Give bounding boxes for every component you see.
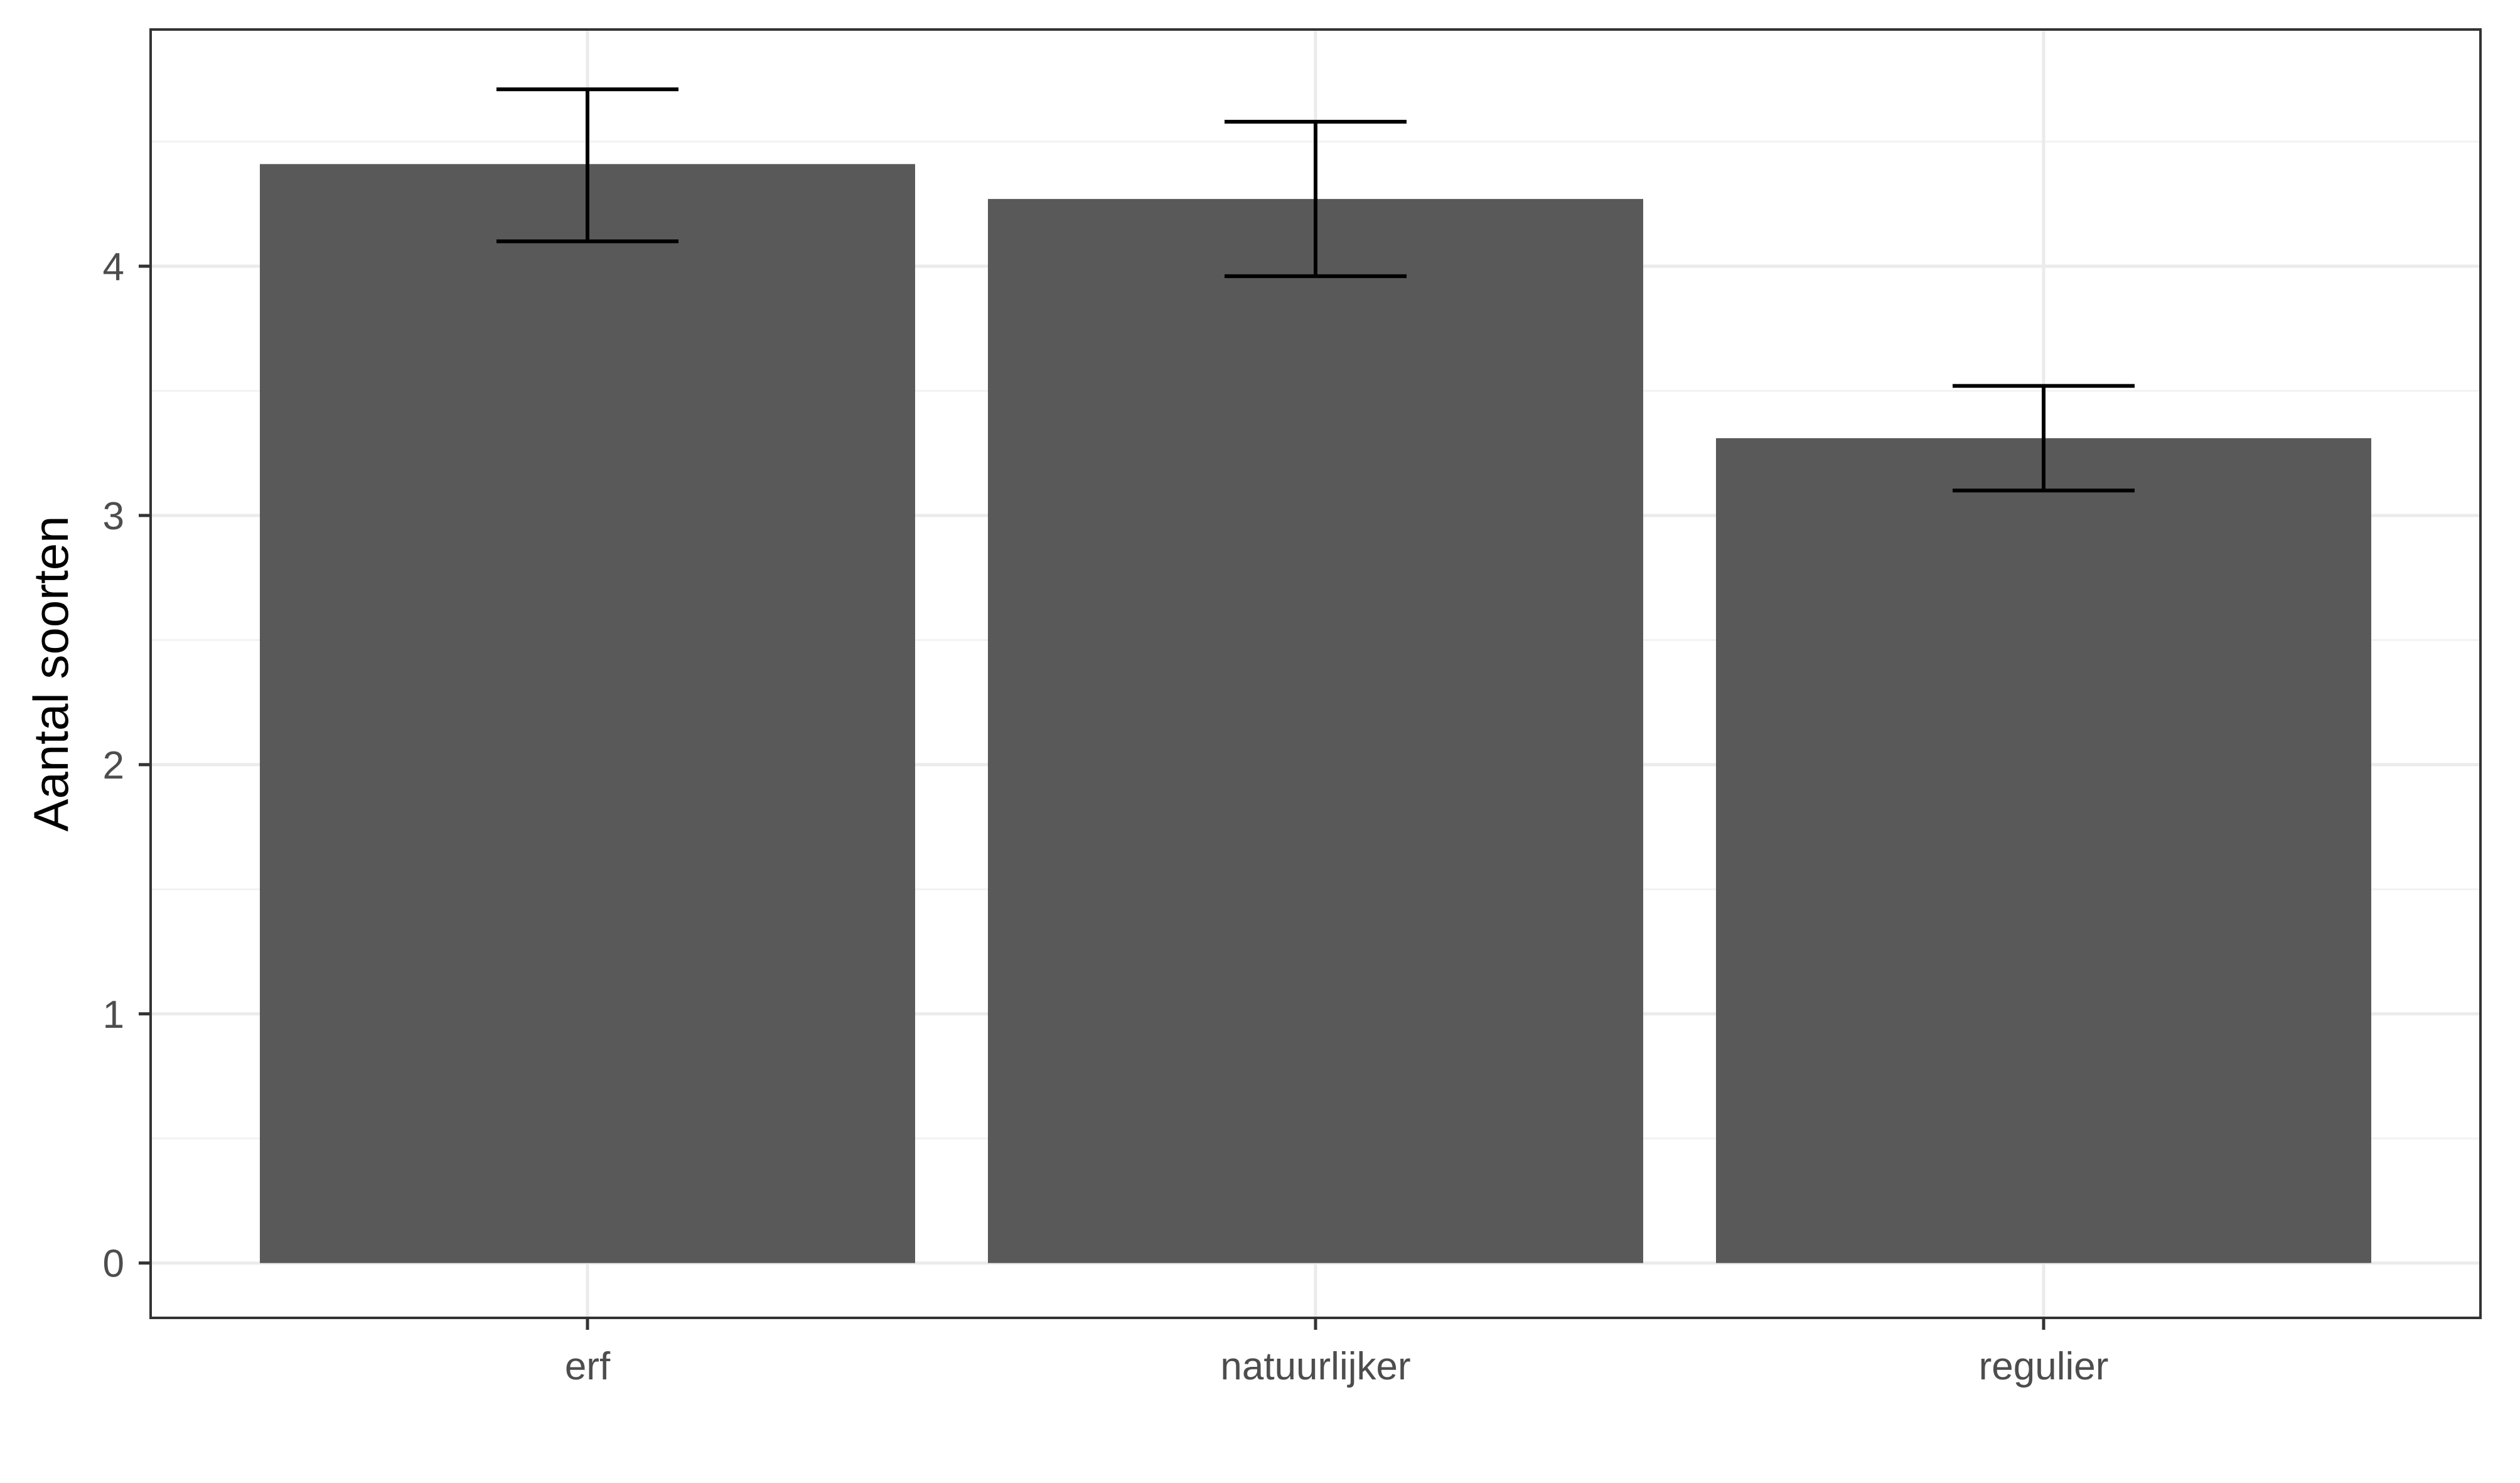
x-tick-label: natuurlijker — [1220, 1345, 1410, 1388]
axis-ticks — [139, 264, 2045, 1330]
error-bars-layer — [496, 87, 2135, 493]
x-tick-label: regulier — [1979, 1345, 2109, 1388]
y-tick-labels: 0 1 2 3 4 — [103, 245, 124, 1286]
bar-erf — [260, 164, 915, 1263]
bar-natuurlijker — [988, 198, 1643, 1263]
y-tick-label: 3 — [103, 495, 124, 538]
bars-layer — [260, 164, 2371, 1263]
y-tick-label: 4 — [103, 245, 124, 289]
y-tick-label: 2 — [103, 744, 124, 787]
y-tick-label: 1 — [103, 993, 124, 1037]
y-axis-title: Aantal soorten — [23, 515, 78, 831]
bar-regulier — [1716, 438, 2371, 1263]
y-tick-label: 0 — [103, 1243, 124, 1286]
x-tick-label: erf — [565, 1345, 611, 1388]
x-tick-labels: erf natuurlijker regulier — [565, 1345, 2109, 1388]
